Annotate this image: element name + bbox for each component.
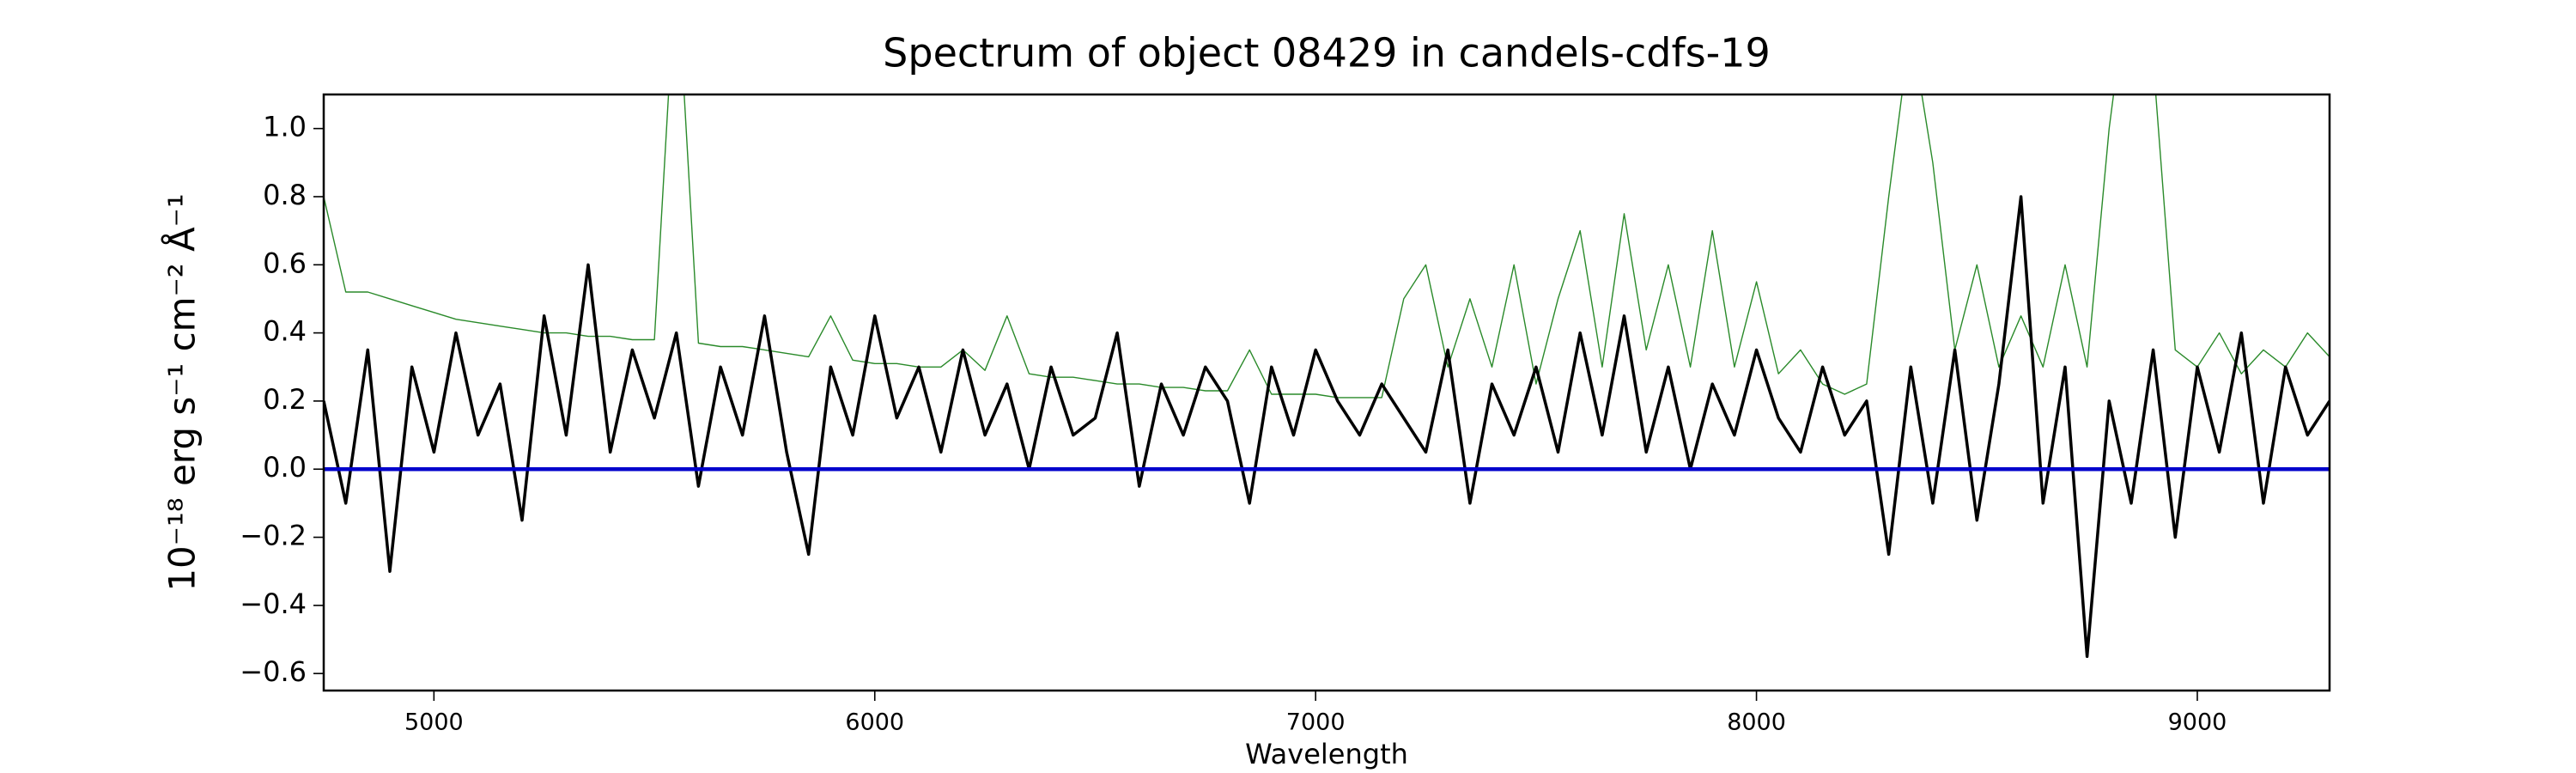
x-tick-label: 5000 (404, 709, 464, 736)
spectrum-line (324, 94, 2330, 399)
y-tick-label: 1.0 (263, 111, 307, 143)
y-tick-label: 0.0 (263, 451, 307, 484)
y-tick-label: 0.6 (263, 247, 307, 279)
y-tick-label: −0.2 (240, 520, 307, 552)
y-tick-label: 0.2 (263, 383, 307, 416)
plot-lines (324, 94, 2330, 659)
y-tick-label: 0.8 (263, 179, 307, 211)
y-tick-label: −0.4 (240, 587, 307, 620)
x-tick-label: 9000 (2168, 709, 2227, 736)
y-axis-label: 10⁻¹⁸ erg s⁻¹ cm⁻² Å⁻¹ (161, 193, 204, 591)
spectrum-line (324, 195, 2330, 659)
x-tick-label: 8000 (1727, 709, 1786, 736)
x-tick-label: 6000 (845, 709, 904, 736)
y-tick-label: −0.6 (240, 655, 307, 688)
x-axis-label: Wavelength (1245, 738, 1408, 770)
x-tick-label: 7000 (1286, 709, 1346, 736)
plot-frame (322, 93, 2331, 692)
y-tick-label: 0.4 (263, 315, 307, 348)
chart-title: Spectrum of object 08429 in candels-cdfs… (883, 30, 1771, 76)
